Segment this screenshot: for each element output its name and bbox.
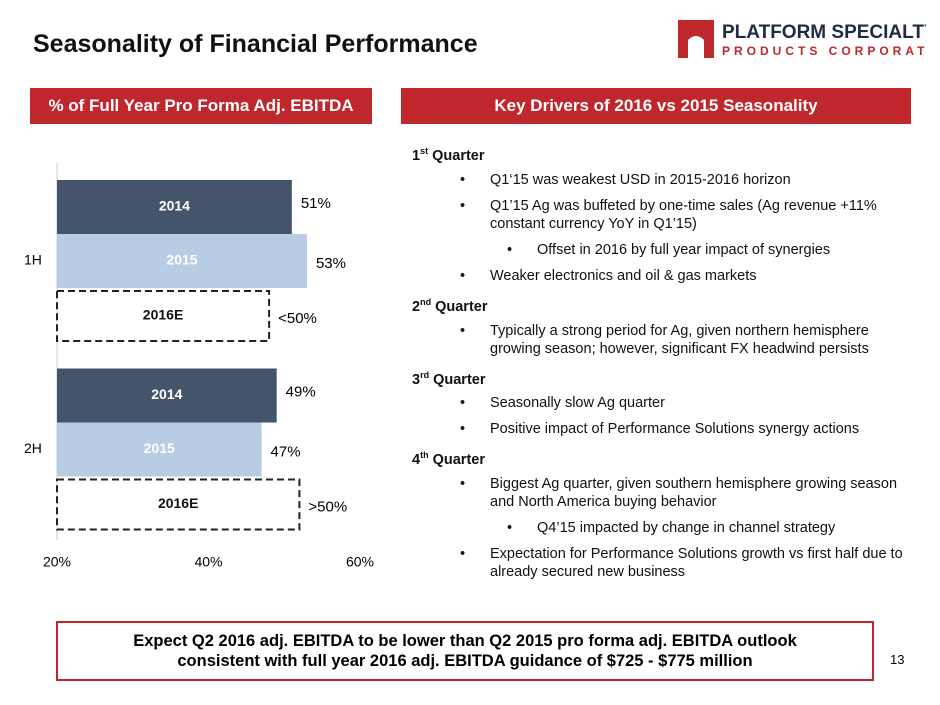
bullet-item: • Seasonally slow Ag quarter bbox=[412, 394, 910, 412]
bullet-text: Typically a strong period for Ag, given … bbox=[490, 322, 869, 357]
bullet: • bbox=[460, 395, 466, 412]
heading-suffix: rd bbox=[420, 369, 430, 380]
bar-series-label: 2015 bbox=[144, 440, 175, 456]
x-tick-label: 60% bbox=[346, 554, 374, 570]
x-tick-label: 40% bbox=[194, 554, 222, 570]
bullet-text: Q1’15 Ag was buffeted by one-time sales … bbox=[490, 197, 877, 232]
section-heading: 1st Quarter bbox=[412, 142, 922, 165]
slide-title: Seasonality of Financial Performance bbox=[33, 30, 478, 58]
bar-series-label: 2016E bbox=[158, 495, 198, 511]
bar bbox=[56, 478, 301, 531]
bullet: • bbox=[507, 520, 513, 537]
bar bbox=[57, 422, 262, 477]
bullet-text: Biggest Ag quarter, given southern hemis… bbox=[490, 476, 898, 511]
page-number: 13 bbox=[890, 652, 905, 667]
category-label: 2H bbox=[24, 440, 42, 456]
panel-header: Key Drivers of 2016 vs 2015 Seasonality bbox=[401, 88, 911, 124]
category-label: 1H bbox=[24, 252, 42, 268]
data-label: 49% bbox=[286, 383, 316, 400]
bullet-item: • Typically a strong period for Ag, given… bbox=[412, 322, 910, 358]
bullet-item: • Biggest Ag quarter, given southern hemi… bbox=[412, 475, 910, 511]
heading-label: Quarter bbox=[432, 452, 485, 469]
bullet-item: • Positive impact of Performance Solution… bbox=[412, 420, 910, 438]
bullet-item: • Q1’15 Ag was buffeted by one-time sales… bbox=[412, 197, 910, 233]
bar-series-label: 2015 bbox=[166, 252, 197, 268]
bar-series-label: 2016E bbox=[143, 307, 183, 323]
heading-label: Quarter bbox=[435, 298, 488, 315]
footer-line: consistent with full year 2016 adj. EBIT… bbox=[177, 652, 753, 670]
bullet-item: • Expectation for Performance Solutions g… bbox=[412, 545, 910, 581]
bullet: • bbox=[460, 476, 466, 493]
bullet-item: • Q4’15 impacted by change in channel str… bbox=[412, 519, 910, 537]
drivers-list: 1st Quarter • Q1‘15 was weakest USD in 201… bbox=[412, 140, 922, 589]
bullet-text: Seasonally slow Ag quarter bbox=[490, 395, 665, 412]
bullet-text: Weaker electronics and oil & gas markets bbox=[490, 267, 757, 284]
heading-number: 1 bbox=[412, 147, 421, 164]
heading-number: 2 bbox=[412, 298, 421, 315]
bullet-text: Q4’15 impacted by change in channel stra… bbox=[537, 520, 836, 537]
bullet-text: Positive impact of Performance Solutions… bbox=[490, 421, 860, 438]
bullet: • bbox=[460, 421, 466, 438]
data-label: >50% bbox=[308, 498, 347, 515]
panel-header: % of Full Year Pro Forma Adj. EBITDA bbox=[30, 88, 372, 124]
logo-subtext: PRODUCTS CORPORATION bbox=[722, 44, 926, 58]
bullet-item: • Q1‘15 was weakest USD in 2015-2016 hori… bbox=[412, 171, 910, 189]
logo-icon bbox=[678, 20, 714, 58]
bar bbox=[57, 180, 292, 234]
bullet: • bbox=[460, 171, 466, 188]
section-heading: 4th Quarter bbox=[412, 446, 922, 469]
data-label: <50% bbox=[278, 310, 317, 327]
footer-box: Expect Q2 2016 adj. EBITDA to be lower t… bbox=[56, 621, 874, 681]
section-heading: 2nd Quarter bbox=[412, 293, 922, 316]
heading-suffix: nd bbox=[420, 296, 432, 307]
bullet: • bbox=[460, 267, 466, 284]
bullet: • bbox=[507, 241, 513, 258]
logo: PLATFORM SPECIALTY PRODUCTS CORPORATION bbox=[678, 20, 926, 58]
bar bbox=[57, 234, 307, 288]
bullet-text: Offset in 2016 by full year impact of sy… bbox=[537, 241, 831, 258]
logo-text: PLATFORM SPECIALTY bbox=[722, 22, 926, 43]
bar-series-label: 2014 bbox=[151, 386, 182, 402]
bar bbox=[57, 368, 277, 423]
section-heading: 3rd Quarter bbox=[412, 366, 922, 389]
heading-number: 3 bbox=[412, 371, 421, 388]
bar-series-label: 2014 bbox=[159, 198, 190, 214]
x-tick-label: 20% bbox=[43, 554, 71, 570]
bullet-text: Expectation for Performance Solutions gr… bbox=[490, 546, 903, 581]
heading-number: 4 bbox=[412, 452, 421, 469]
data-label: 47% bbox=[271, 443, 301, 460]
heading-label: Quarter bbox=[432, 147, 485, 164]
bullet: • bbox=[460, 322, 466, 339]
bullet: • bbox=[460, 546, 466, 563]
bullet-item: • Weaker electronics and oil & gas market… bbox=[412, 267, 910, 285]
data-label: 53% bbox=[316, 255, 346, 272]
heading-label: Quarter bbox=[433, 371, 486, 388]
data-label: 51% bbox=[301, 195, 331, 212]
heading-suffix: st bbox=[420, 146, 429, 156]
bullet-text: Q1‘15 was weakest USD in 2015-2016 horiz… bbox=[490, 171, 791, 188]
footer-line: Expect Q2 2016 adj. EBITDA to be lower t… bbox=[133, 632, 797, 650]
bar bbox=[56, 290, 271, 342]
bullet-item: • Offset in 2016 by full year impact of s… bbox=[412, 241, 910, 259]
bullet: • bbox=[460, 197, 466, 214]
chart: 20% 40% 60% 1H 2014 51% 2015 53% 2016E <50% 2H 2014… bbox=[24, 163, 374, 570]
heading-suffix: th bbox=[420, 450, 429, 461]
